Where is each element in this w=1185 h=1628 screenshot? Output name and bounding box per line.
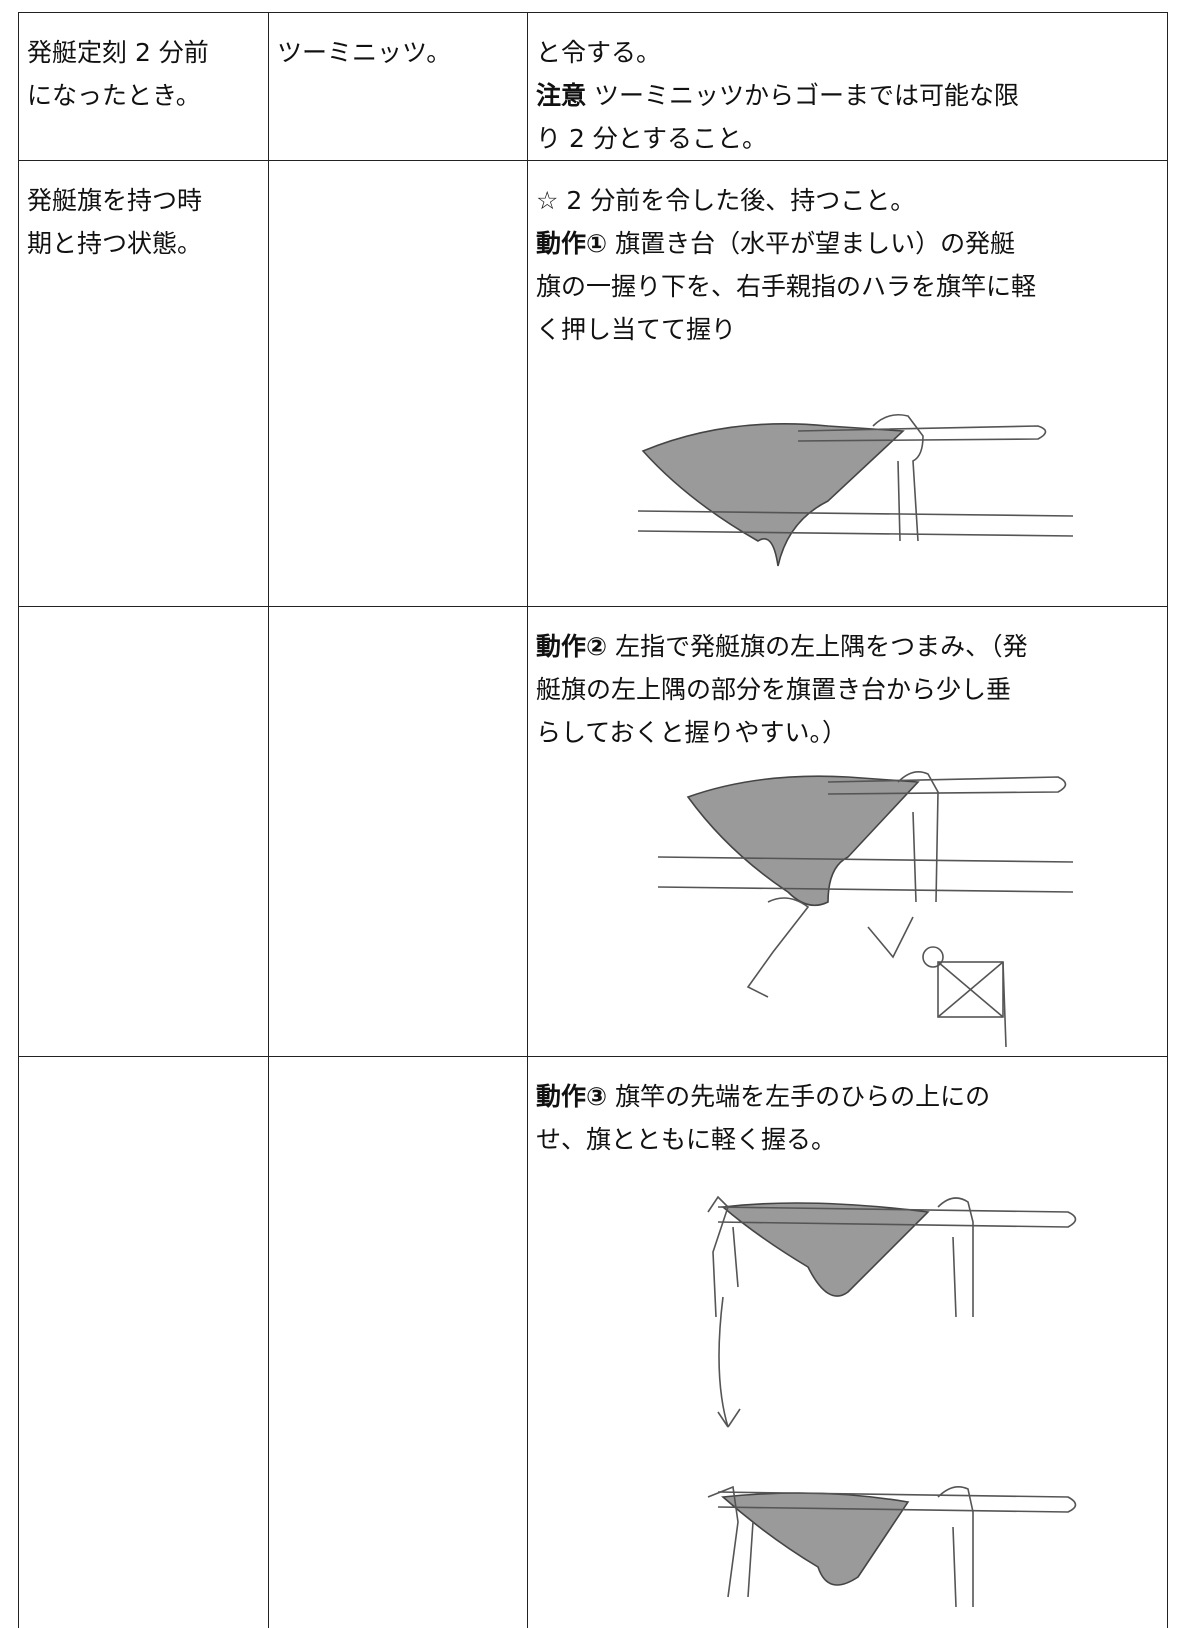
- cell: [18, 1056, 269, 1628]
- label: 動作③: [536, 1082, 608, 1111]
- illustration: [637, 413, 1074, 567]
- text-line: 注意 ツーミニッツからゴーまでは可能な限: [536, 74, 1159, 117]
- label: 動作②: [536, 632, 608, 661]
- row: 動作② 左指で発艇旗の左上隅をつまみ、（発艇旗の左上隅の部分を旗置き台から少し垂…: [18, 606, 1168, 1057]
- cell: と令する。注意 ツーミニッツからゴーまでは可能な限り 2 分とすること。: [527, 12, 1168, 161]
- cell: [268, 606, 528, 1057]
- row: 発艇定刻 2 分前 になったとき。 ツーミニッツ。 と令する。 注意 ツーミニッツからゴ…: [18, 12, 1168, 161]
- text-line: ツーミニッツ。: [277, 38, 452, 67]
- cell: 発艇定刻 2 分前 になったとき。: [18, 12, 269, 161]
- row: 発艇旗を持つ時 期と持つ状態。 ☆ 2 分前を令した後、持つこと。 動作① 旗置き台（…: [18, 160, 1168, 607]
- cell-text: と令する。注意 ツーミニッツからゴーまでは可能な限り 2 分とすること。: [536, 31, 1159, 160]
- cell: 動作② 左指で発艇旗の左上隅をつまみ、（発艇旗の左上隅の部分を旗置き台から少し垂…: [527, 606, 1168, 1057]
- label: 動作①: [536, 229, 608, 258]
- text-line: り 2 分とすること。: [536, 124, 768, 153]
- cell-text: ☆ 2 分前を令した後、持つこと。 動作① 旗置き台（水平が望ましい）の発艇 旗の一…: [536, 179, 1159, 351]
- cell-text: 発艇旗を持つ時 期と持つ状態。: [27, 179, 260, 265]
- text-line: せ、旗とともに軽く握る。: [536, 1125, 837, 1154]
- text-line: 期と持つ状態。: [27, 229, 203, 258]
- text: ツーミニッツからゴーまでは可能な限: [593, 81, 1019, 110]
- text-line: 動作③ 旗竿の先端を左手のひらの上にの: [536, 1075, 1159, 1118]
- text-line: 旗の一握り下を、右手親指のハラを旗竿に軽: [536, 272, 1037, 301]
- procedure-table: 発艇定刻 2 分前 になったとき。 ツーミニッツ。 と令する。 注意 ツーミニッツからゴ…: [18, 12, 1168, 1628]
- cell-text: 動作② 左指で発艇旗の左上隅をつまみ、（発艇旗の左上隅の部分を旗置き台から少し垂…: [536, 625, 1159, 754]
- illustration: [707, 1195, 1077, 1608]
- text-line: 動作② 左指で発艇旗の左上隅をつまみ、（発: [536, 625, 1159, 668]
- text-line: ☆ 2 分前を令した後、持つこと。: [536, 186, 916, 215]
- cell-text: ツーミニッツ。: [277, 31, 519, 74]
- illustration: [657, 771, 1074, 1048]
- label: 注意: [536, 81, 587, 110]
- cell-text: 動作③ 旗竿の先端を左手のひらの上にのせ、旗とともに軽く握る。: [536, 1075, 1159, 1161]
- text-line: 発艇定刻 2 分前: [27, 38, 209, 67]
- row: 動作③ 旗竿の先端を左手のひらの上にのせ、旗とともに軽く握る。: [18, 1056, 1168, 1628]
- text-line: く押し当てて握り: [536, 315, 737, 344]
- page: 発艇定刻 2 分前 になったとき。 ツーミニッツ。 と令する。 注意 ツーミニッツからゴ…: [18, 12, 1168, 1628]
- text-line: になったとき。: [27, 81, 201, 110]
- text-line: 発艇旗を持つ時: [27, 186, 203, 215]
- cell: 発艇旗を持つ時 期と持つ状態。: [18, 160, 269, 607]
- text: 左指で発艇旗の左上隅をつまみ、（発: [615, 632, 1028, 661]
- cell: ツーミニッツ。: [268, 12, 528, 161]
- text-line: と令する。: [536, 38, 662, 67]
- text-line: 艇旗の左上隅の部分を旗置き台から少し垂: [536, 675, 1012, 704]
- text: 旗置き台（水平が望ましい）の発艇: [615, 229, 1016, 258]
- cell: [268, 1056, 528, 1628]
- cell: [18, 606, 269, 1057]
- cell-text: 発艇定刻 2 分前 になったとき。: [27, 31, 260, 117]
- cell: [268, 160, 528, 607]
- text-line: らしておくと握りやすい。）: [536, 718, 848, 747]
- cell: ☆ 2 分前を令した後、持つこと。 動作① 旗置き台（水平が望ましい）の発艇 旗の一…: [527, 160, 1168, 607]
- text: 旗竿の先端を左手のひらの上にの: [615, 1082, 991, 1111]
- text-line: 動作① 旗置き台（水平が望ましい）の発艇: [536, 222, 1159, 265]
- cell: 動作③ 旗竿の先端を左手のひらの上にのせ、旗とともに軽く握る。: [527, 1056, 1168, 1628]
